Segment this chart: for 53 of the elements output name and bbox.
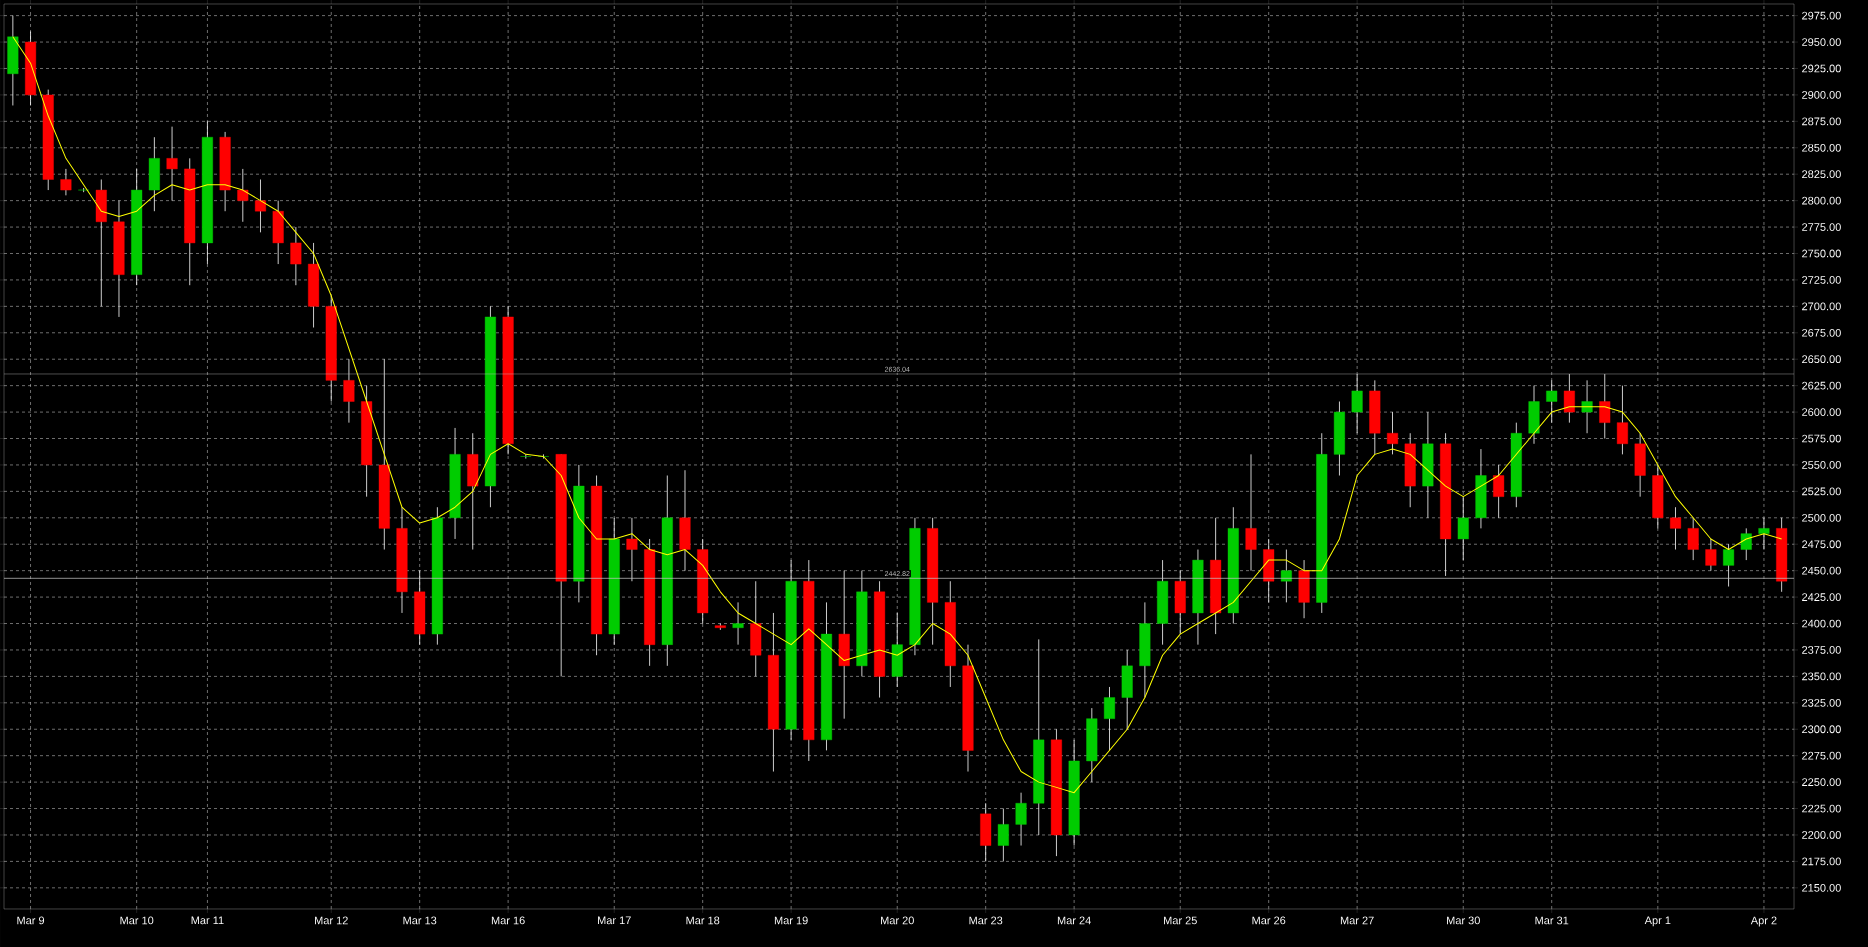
x-tick-label: Mar 12 [315,916,348,925]
y-tick-label: 2750.00 [1802,249,1841,258]
y-tick-label: 2900.00 [1802,91,1841,99]
x-tick-label: Mar 16 [491,916,525,925]
y-tick-label: 2475.00 [1802,540,1841,549]
y-tick-label: 2850.00 [1802,143,1841,152]
x-tick-label: Apr 1 [1644,916,1671,927]
x-tick-label: Mar 17 [598,916,631,925]
x-tick-label: Mar 26 [1252,916,1286,925]
y-tick-label: 2250.00 [1802,778,1841,787]
y-tick-label: 2600.00 [1802,408,1841,416]
y-tick-label: 2550.00 [1802,461,1841,469]
y-tick-label: 2875.00 [1802,117,1841,126]
y-tick-label: 2775.00 [1802,223,1841,231]
x-tick-label: Mar 31 [1535,916,1569,925]
y-tick-label: 2700.00 [1802,302,1841,311]
x-tick-label: Apr 2 [1750,916,1777,927]
y-tick-label: 2575.00 [1802,434,1841,443]
x-tick-label: Mar 20 [881,916,914,925]
y-tick-label: 2350.00 [1802,672,1841,681]
x-tick-label: Mar 18 [686,916,720,925]
y-tick-label: 2300.00 [1802,725,1841,734]
y-tick-label: 2400.00 [1802,619,1841,628]
y-tick-label: 2375.00 [1802,646,1841,654]
x-tick-label: Mar 25 [1164,916,1197,925]
x-tick-label: Mar 10 [120,916,154,925]
y-tick-label: 2275.00 [1802,751,1841,760]
x-tick-label: Mar 19 [774,916,808,925]
y-tick-label: 2650.00 [1802,355,1841,364]
x-tick-label: Mar 24 [1057,916,1091,925]
y-tick-label: 2625.00 [1802,381,1841,390]
y-tick-label: 2975.00 [1802,11,1841,20]
y-tick-label: 2225.00 [1802,804,1841,813]
y-tick-label: 2525.00 [1802,487,1841,496]
y-tick-label: 2825.00 [1802,170,1841,179]
y-tick-label: 2950.00 [1802,38,1841,46]
y-tick-label: 2500.00 [1802,513,1841,522]
y-tick-label: 2425.00 [1802,593,1841,601]
y-tick-label: 2175.00 [1802,857,1841,866]
x-tick-label: Mar 30 [1447,916,1480,925]
x-tick-label: Mar 23 [969,916,1003,925]
x-tick-label: Mar 11 [191,916,224,925]
y-tick-label: 2800.00 [1802,196,1841,205]
y-tick-label: 2325.00 [1802,698,1841,707]
y-tick-label: 2450.00 [1802,566,1841,575]
y-tick-label: 2150.00 [1802,883,1841,892]
x-tick-label: Mar 13 [403,916,437,925]
x-tick-label: Mar 9 [17,916,45,925]
y-tick-label: 2200.00 [1802,831,1841,839]
y-tick-label: 2725.00 [1802,276,1841,284]
y-tick-label: 2675.00 [1802,328,1841,337]
y-tick-label: 2925.00 [1802,64,1841,73]
x-tick-label: Mar 27 [1340,916,1374,925]
